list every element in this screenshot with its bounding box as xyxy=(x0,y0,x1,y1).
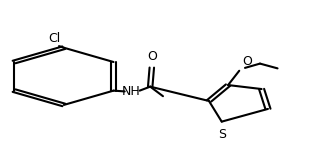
Text: O: O xyxy=(147,50,157,63)
Text: Cl: Cl xyxy=(48,31,60,45)
Text: NH: NH xyxy=(122,85,140,98)
Text: S: S xyxy=(218,128,226,141)
Text: O: O xyxy=(242,55,252,68)
